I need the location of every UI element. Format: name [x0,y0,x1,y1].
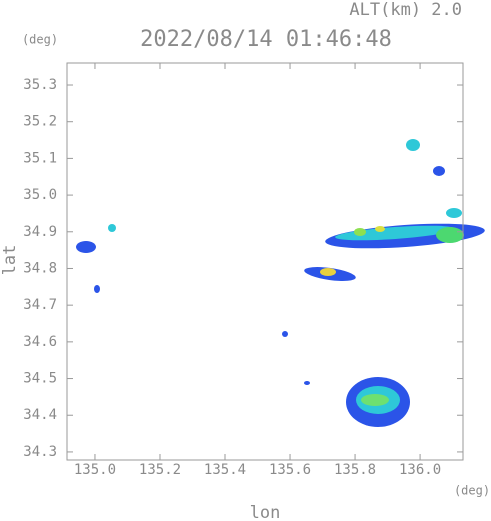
x-axis-label: lon [250,503,281,521]
y-tick-label: 35.2 [23,114,57,130]
x-tick-label: 135.6 [269,462,311,478]
y-tick-label: 34.4 [23,407,57,423]
x-tick-label: 135.2 [139,462,181,478]
y-tick-label: 35.0 [23,187,57,203]
y-tick-label: 34.9 [23,224,57,240]
x-tick-label: 135.8 [334,462,376,478]
y-tick-label: 35.3 [23,77,57,93]
y-tick-label: 34.5 [23,371,57,387]
x-tick-label: 135.0 [74,462,116,478]
x-unit: (deg) [454,484,490,498]
y-tick-label: 34.6 [23,334,57,350]
y-tick-label: 34.8 [23,260,57,276]
echo-blobs [76,139,485,427]
y-axis-label: lat [0,245,20,276]
plot-frame [66,62,464,461]
x-tick-label: 135.4 [204,462,246,478]
chart-title: 2022/08/14 01:46:48 [140,27,392,52]
altitude-label: ALT(km) 2.0 [349,0,462,20]
y-tick-label: 34.3 [23,444,57,460]
y-tick-label: 34.7 [23,297,57,313]
y-unit: (deg) [22,33,58,47]
x-tick-label: 136.0 [399,462,441,478]
y-tick-label: 35.1 [23,150,57,166]
